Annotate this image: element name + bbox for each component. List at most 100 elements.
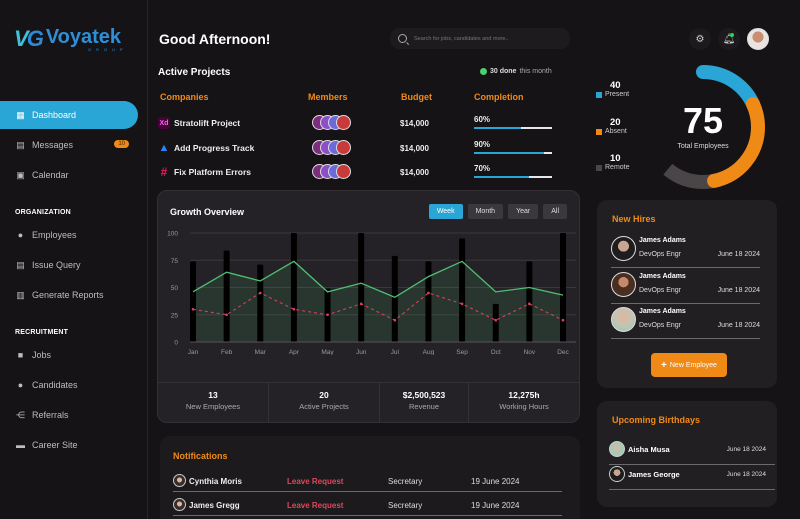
legend-swatch [596, 91, 602, 98]
new-hire-item[interactable]: James Adams DevOps Engr June 18 2024 [611, 304, 760, 339]
legend-value: 40 [610, 80, 621, 91]
new-hires-title: New Hires [612, 214, 656, 224]
period-tabs: Week Month Year All [428, 204, 567, 219]
sidebar-item-label: Calendar [32, 170, 69, 180]
y-tick-label: 50 [171, 285, 179, 292]
sidebar-item-referrals[interactable]: ⋲ Referrals [0, 401, 138, 429]
project-name: Stratolift Project [174, 118, 241, 128]
new-employee-button[interactable]: + New Employee [651, 353, 727, 377]
hire-name: James Adams [639, 308, 686, 315]
settings-button[interactable]: ⚙ [689, 28, 711, 50]
stat-label: Working Hours [499, 402, 549, 411]
sidebar-item-generate-reports[interactable]: ▥ Generate Reports [0, 281, 138, 309]
completion-percent: 70% [474, 164, 491, 173]
project-budget: $14,000 [400, 144, 429, 153]
new-hire-item[interactable]: James Adams DevOps Engr June 18 2024 [611, 269, 760, 304]
sidebar-item-label: Referrals [32, 410, 69, 420]
red-series-point [561, 318, 565, 322]
birthday-item[interactable]: James George June 18 2024 [609, 463, 775, 490]
project-name: Add Progress Track [174, 143, 255, 153]
bar-jun [358, 233, 365, 342]
user-avatar[interactable] [747, 28, 769, 50]
green-series-line [192, 260, 564, 299]
stat-revenue: $2,500,523 Revenue [380, 383, 469, 422]
hire-name: James Adams [639, 237, 686, 244]
hire-role: DevOps Engr [639, 322, 682, 329]
search-bar[interactable] [390, 28, 570, 49]
hire-date: June 18 2024 [717, 322, 760, 329]
birthday-item[interactable]: Aisha Musa June 18 2024 [609, 438, 775, 465]
red-series-point [326, 313, 329, 317]
legend-label: Present [605, 91, 630, 98]
notifications-button[interactable]: 🔔︎ [718, 28, 740, 50]
notification-row[interactable]: James Gregg Leave Request Secretary 19 J… [173, 498, 562, 516]
page-title: Good Afternoon! [159, 31, 271, 47]
notification-type[interactable]: Leave Request [287, 477, 344, 486]
sidebar-item-messages[interactable]: ▤ Messages 10 [0, 131, 138, 159]
notifications-card: Notifications Cynthia Moris Leave Reques… [160, 436, 580, 519]
section-organization: ORGANIZATION [15, 209, 71, 216]
sidebar-item-dashboard[interactable]: ▦ Dashboard [0, 101, 138, 129]
tab-all[interactable]: All [543, 204, 567, 219]
notification-date: 19 June 2024 [471, 501, 520, 510]
briefcase-icon: ■ [17, 350, 24, 360]
member-avatar [336, 164, 351, 179]
sidebar-item-candidates[interactable]: ● Candidates [0, 371, 138, 399]
new-hire-item[interactable]: James Adams DevOps Engr June 18 2024 [611, 233, 760, 268]
notification-name: James Gregg [189, 501, 240, 510]
completion-percent: 90% [474, 140, 491, 149]
brand-name: Voyatek [45, 26, 122, 48]
project-row[interactable]: Xd Stratolift Project $14,000 60% [158, 115, 558, 133]
sidebar-item-career-site[interactable]: ▬ Career Site [0, 431, 138, 459]
notification-row[interactable]: Cynthia Moris Leave Request Secretary 19… [173, 474, 562, 492]
x-tick-label: Jul [391, 349, 400, 355]
growth-chart: 0 25 50 75 100 Jan Feb Mar Apr May Jun Jul Aug Sep Oct… [167, 231, 576, 355]
tab-year[interactable]: Year [508, 204, 539, 219]
project-name: Fix Platform Errors [174, 167, 251, 177]
notification-role: Secretary [388, 501, 423, 510]
bar-aug [425, 261, 432, 342]
referral-icon: ⋲ [16, 409, 25, 420]
red-series-point [460, 302, 464, 306]
sidebar-item-employees[interactable]: ● Employees [0, 221, 138, 249]
notification-type[interactable]: Leave Request [287, 501, 344, 510]
new-employee-label: New Employee [669, 361, 717, 369]
projects-done-summary: 30 done this month [480, 68, 552, 75]
birthday-date: June 18 2024 [726, 446, 766, 453]
monitor-icon: ▬ [16, 440, 25, 450]
sidebar-item-calendar[interactable]: ▣ Calendar [0, 161, 138, 189]
hire-role: DevOps Engr [639, 251, 682, 258]
calendar-icon: ▣ [16, 169, 25, 180]
document-icon: ▤ [16, 259, 25, 270]
search-input[interactable] [414, 35, 564, 42]
red-series-point [258, 291, 262, 295]
x-tick-label: Nov [524, 349, 536, 355]
legend-remote: 10 Remote [596, 153, 630, 171]
logo-mark: VG [14, 26, 44, 51]
x-tick-label: Jun [356, 349, 367, 355]
column-header-budget: Budget [401, 92, 432, 102]
sidebar-item-jobs[interactable]: ■ Jobs [0, 341, 138, 369]
bar-feb [223, 250, 230, 342]
brand-logo[interactable]: VG Voyatek GROUP [14, 26, 123, 52]
tab-month[interactable]: Month [467, 204, 504, 219]
sidebar-item-label: Employees [32, 230, 77, 240]
red-series-line [192, 292, 564, 321]
x-tick-label: Apr [289, 349, 300, 355]
red-series-point [191, 308, 195, 311]
atlassian-icon: ▲ [158, 142, 170, 154]
completion-fill [474, 176, 529, 178]
legend-value: 10 [610, 153, 621, 164]
x-tick-label: Mar [255, 349, 267, 355]
red-series-point [359, 302, 363, 306]
sidebar-item-label: Career Site [32, 440, 78, 450]
y-tick-label: 75 [171, 258, 179, 265]
sidebar-item-issue-query[interactable]: ▤ Issue Query [0, 251, 138, 279]
check-circle-icon [480, 68, 487, 75]
hire-date: June 18 2024 [717, 287, 760, 294]
green-series-area [193, 261, 563, 342]
project-row[interactable]: ▲ Add Progress Track $14,000 90% [158, 140, 558, 158]
bar-mar [257, 264, 264, 342]
project-row[interactable]: # Fix Platform Errors $14,000 70% [158, 164, 558, 182]
tab-week[interactable]: Week [428, 204, 463, 219]
